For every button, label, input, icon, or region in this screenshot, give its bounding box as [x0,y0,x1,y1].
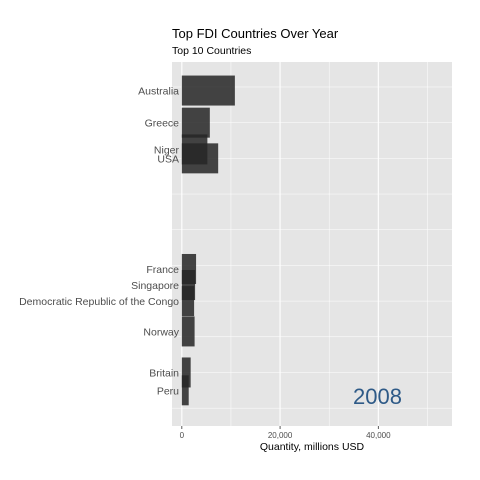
chart-title: Top FDI Countries Over Year [172,26,339,41]
category-label: Peru [157,385,179,397]
x-axis-ticks: 0 20,000 40,000 [180,426,391,440]
bar-britain [181,357,191,388]
category-label: Britain [149,367,179,379]
bar-australia [181,75,235,106]
bar-democratic-republic-of-the-congo [181,286,195,317]
category-label: USA [157,153,179,165]
category-label: Australia [138,86,179,98]
plot-panel [172,62,452,426]
bar-greece [181,107,210,138]
x-tick-label: 0 [180,431,185,440]
category-label: France [146,264,179,276]
bars [181,75,235,406]
category-label: Democratic Republic of the Congo [19,296,179,308]
bar-peru [181,375,189,406]
year-label: 2008 [353,384,402,409]
category-label: Singapore [131,280,179,292]
category-label: Niger [154,144,180,156]
category-label: Norway [143,326,179,338]
x-tick-label: 40,000 [366,431,391,440]
x-tick-label: 20,000 [268,431,293,440]
bar-usa [181,143,219,174]
chart-subtitle: Top 10 Countries [172,45,251,57]
x-axis-title: Quantity, millions USD [260,441,365,453]
bar-norway [181,316,195,347]
category-label: Greece [145,118,180,130]
grid-lines [172,62,452,426]
